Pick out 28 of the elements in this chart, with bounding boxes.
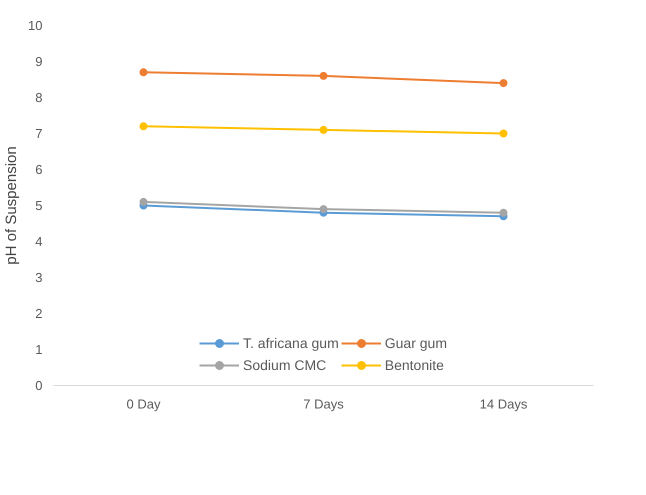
y-tick-label: 5: [35, 198, 43, 213]
y-tick-label: 0: [35, 378, 43, 393]
legend-label: Bentonite: [384, 357, 444, 373]
y-tick-label: 8: [35, 90, 43, 105]
y-tick-label: 7: [35, 126, 43, 141]
point: [140, 122, 148, 130]
y-tick-label: 1: [35, 342, 43, 357]
y-tick-label: 2: [35, 306, 43, 321]
x-tick-label: 14 Days: [480, 396, 528, 412]
point: [140, 68, 148, 76]
point: [140, 198, 148, 206]
y-tick-label: 6: [35, 162, 43, 177]
x-tick-label: 0 Day: [126, 396, 161, 412]
point: [500, 79, 508, 88]
y-tick-label: 10: [28, 18, 43, 33]
point: [500, 208, 508, 217]
point: [320, 72, 328, 80]
point: [320, 205, 328, 214]
legend-label: Guar gum: [384, 335, 447, 351]
legend-label: T. africana gum: [243, 335, 339, 351]
point: [500, 130, 508, 138]
point: [320, 126, 328, 134]
y-tick-label: 9: [35, 54, 43, 69]
x-tick-label: 7 Days: [303, 396, 344, 412]
y-axis-title: pH of Suspension: [3, 146, 20, 265]
y-tick-label: 4: [35, 234, 43, 249]
y-tick-label: 3: [35, 270, 43, 285]
legend-label: Sodium CMC: [243, 357, 326, 373]
